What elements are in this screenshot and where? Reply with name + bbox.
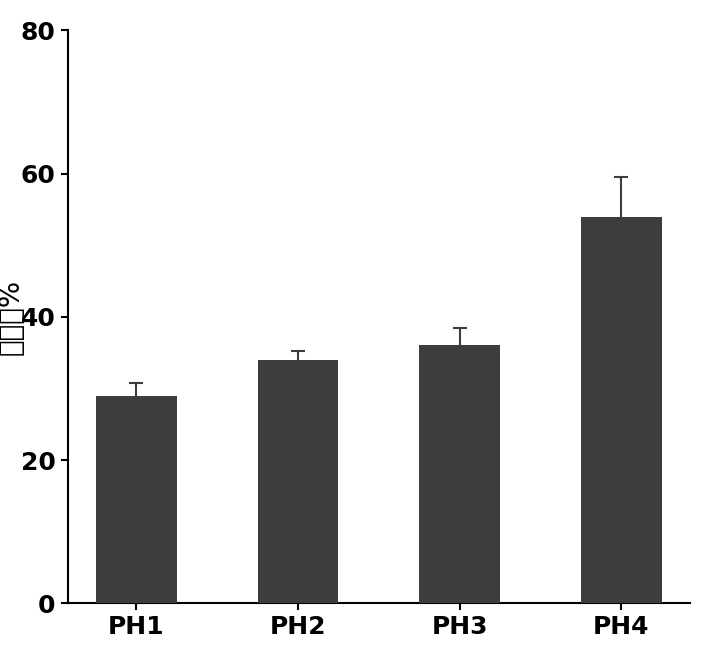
Bar bbox=[96, 395, 176, 603]
Bar bbox=[581, 216, 662, 603]
Text: 存活率%: 存活率% bbox=[0, 279, 25, 355]
Bar bbox=[257, 360, 338, 603]
Bar bbox=[419, 345, 500, 603]
